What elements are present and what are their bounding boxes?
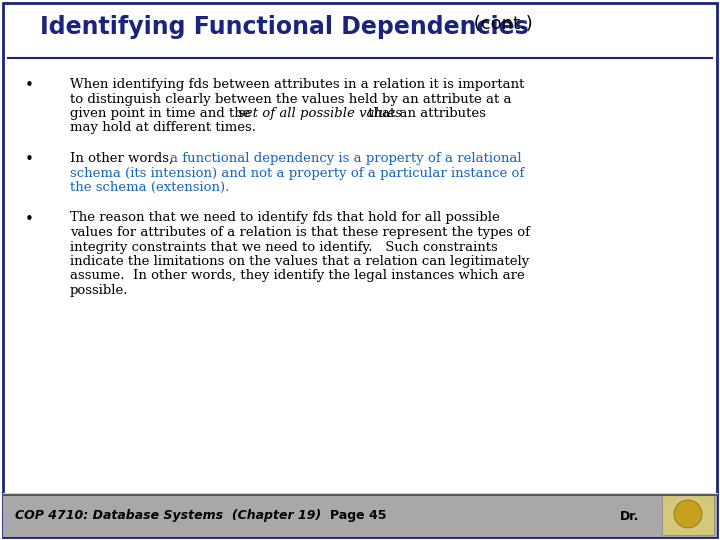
Text: Dr.: Dr. <box>620 510 639 523</box>
Text: The reason that we need to identify fds that hold for all possible: The reason that we need to identify fds … <box>70 212 500 225</box>
Text: given point in time and the: given point in time and the <box>70 107 255 120</box>
Text: •: • <box>25 152 34 167</box>
Text: that an attributes: that an attributes <box>364 107 486 120</box>
Text: When identifying fds between attributes in a relation it is important: When identifying fds between attributes … <box>70 78 524 91</box>
Text: •: • <box>25 212 34 226</box>
Text: indicate the limitations on the values that a relation can legitimately: indicate the limitations on the values t… <box>70 255 529 268</box>
Text: the schema (extension).: the schema (extension). <box>70 181 230 194</box>
Text: schema (its intension) and not a property of a particular instance of: schema (its intension) and not a propert… <box>70 166 524 179</box>
Text: integrity constraints that we need to identify.   Such constraints: integrity constraints that we need to id… <box>70 240 498 253</box>
Text: In other words,: In other words, <box>70 152 177 165</box>
Bar <box>662 495 714 535</box>
Text: assume.  In other words, they identify the legal instances which are: assume. In other words, they identify th… <box>70 269 525 282</box>
Text: Identifying Functional Dependencies: Identifying Functional Dependencies <box>40 15 528 39</box>
Text: to distinguish clearly between the values held by an attribute at a: to distinguish clearly between the value… <box>70 92 511 105</box>
Text: set of all possible values: set of all possible values <box>238 107 402 120</box>
Text: values for attributes of a relation is that these represent the types of: values for attributes of a relation is t… <box>70 226 530 239</box>
Text: may hold at different times.: may hold at different times. <box>70 122 256 134</box>
Text: Page 45: Page 45 <box>330 510 387 523</box>
Text: a functional dependency is a property of a relational: a functional dependency is a property of… <box>170 152 521 165</box>
Circle shape <box>674 500 702 528</box>
Text: •: • <box>25 78 34 93</box>
Text: COP 4710: Database Systems  (Chapter 19): COP 4710: Database Systems (Chapter 19) <box>15 510 321 523</box>
Text: possible.: possible. <box>70 284 128 297</box>
Text: (cont.): (cont.) <box>468 15 533 33</box>
Bar <box>3 495 717 537</box>
